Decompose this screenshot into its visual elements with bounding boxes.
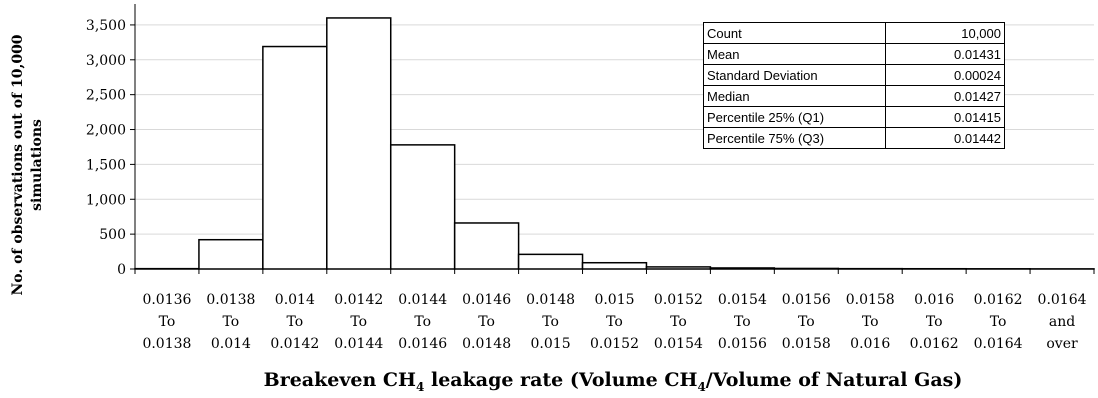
stats-value: 0.01415 (885, 106, 1005, 128)
histogram-bar (262, 45, 328, 270)
histogram-bar (326, 17, 392, 270)
x-tick-label-from: 0.0158 (846, 292, 895, 308)
x-tick-label-to: 0.0154 (654, 336, 703, 352)
bars (134, 17, 1095, 270)
x-tick-label-from: 0.014 (275, 292, 315, 308)
stats-value: 10,000 (885, 22, 1005, 44)
x-tick-label-from: 0.0154 (718, 292, 767, 308)
stats-label: Standard Deviation (703, 64, 886, 86)
x-tick-label-connector: To (926, 314, 943, 330)
stats-value: 0.01442 (885, 127, 1005, 149)
y-axis-title-line2: simulations (29, 119, 45, 211)
x-tick-label-from: 0.0152 (654, 292, 703, 308)
stats-row: Median 0.01427 (703, 85, 1005, 107)
y-tick-label: 2,000 (86, 123, 126, 139)
y-tick-label: 500 (99, 227, 126, 243)
x-tick-label-to: 0.0158 (782, 336, 831, 352)
y-tick-label: 0 (117, 262, 126, 278)
axes (134, 4, 1094, 270)
histogram-bar (389, 144, 456, 270)
y-tick-label: 3,000 (86, 53, 126, 69)
histogram-bar (517, 253, 584, 270)
x-tick-label-to: 0.0164 (974, 336, 1023, 352)
stats-label: Mean (703, 43, 886, 65)
summary-stats-table: Count 10,000 Mean 0.01431 Standard Deviation… (703, 22, 1005, 149)
x-tick-label-to: 0.014 (211, 336, 251, 352)
x-tick-label-to: 0.0142 (270, 336, 319, 352)
x-tick-label-connector: To (286, 314, 303, 330)
x-tick-label-connector: To (606, 314, 623, 330)
x-tick-label-from: 0.0144 (398, 292, 447, 308)
histogram-bar (453, 222, 520, 270)
x-tick-label-to: 0.0138 (142, 336, 191, 352)
x-tick-label-connector: To (990, 314, 1007, 330)
stats-value: 0.00024 (885, 64, 1005, 86)
y-tick-label: 1,500 (86, 157, 126, 173)
x-tick-label-to: 0.0144 (334, 336, 383, 352)
x-tick-label-connector: To (223, 314, 240, 330)
x-tick-label-from: 0.015 (594, 292, 634, 308)
x-tick-label-connector: and (1049, 314, 1075, 330)
x-tick-label-from: 0.0138 (206, 292, 255, 308)
x-tick-label-to: 0.0152 (590, 336, 639, 352)
stats-label: Median (703, 85, 886, 107)
x-tick-label-to: 0.0156 (718, 336, 767, 352)
x-tick-label-to: 0.0148 (462, 336, 511, 352)
stats-label: Count (703, 22, 886, 44)
x-tick-label-connector: To (798, 314, 815, 330)
stats-label: Percentile 75% (Q3) (703, 127, 886, 149)
x-tick-label-connector: To (670, 314, 687, 330)
y-tick-label: 3,500 (86, 18, 126, 34)
x-tick-label-connector: To (350, 314, 367, 330)
stats-row: Percentile 25% (Q1) 0.01415 (703, 106, 1005, 128)
histogram-bar (198, 238, 264, 270)
x-tick-label-from: 0.016 (914, 292, 954, 308)
x-tick-label-connector: To (862, 314, 879, 330)
x-tick-label-to: 0.0146 (398, 336, 447, 352)
x-tick-label-from: 0.0146 (462, 292, 511, 308)
y-tick-label: 1,000 (86, 192, 126, 208)
x-tick-label-to: over (1046, 336, 1078, 352)
y-axis-title: No. of observations out of 10,000 simula… (10, 34, 45, 295)
histogram-bar (581, 261, 648, 270)
x-tick-label-connector: To (734, 314, 751, 330)
stats-label: Percentile 25% (Q1) (703, 106, 886, 128)
stats-row: Count 10,000 (703, 22, 1005, 44)
x-tick-label-connector: To (478, 314, 495, 330)
x-tick-label-from: 0.0164 (1038, 292, 1087, 308)
x-tick-label-to: 0.015 (531, 336, 571, 352)
stats-row: Percentile 75% (Q3) 0.01442 (703, 127, 1005, 149)
y-tick-label: 2,500 (86, 88, 126, 104)
x-tick-label-connector: To (159, 314, 176, 330)
x-tick-label-from: 0.0142 (334, 292, 383, 308)
y-tick-labels: 0 500 1,000 1,500 2,000 2,500 3,000 3,500 (86, 18, 135, 278)
x-tick-label-to: 0.016 (850, 336, 890, 352)
x-tick-label-from: 0.0148 (526, 292, 575, 308)
x-tick-label-connector: To (414, 314, 431, 330)
stats-value: 0.01427 (885, 85, 1005, 107)
x-tick-label-from: 0.0156 (782, 292, 831, 308)
x-tick-label-connector: To (542, 314, 559, 330)
x-tick-label-to: 0.0162 (910, 336, 959, 352)
stats-row: Standard Deviation 0.00024 (703, 64, 1005, 86)
x-tick-label-from: 0.0136 (142, 292, 191, 308)
y-axis-title-line1: No. of observations out of 10,000 (10, 34, 26, 295)
stats-value: 0.01431 (885, 43, 1005, 65)
x-tick-label-from: 0.0162 (974, 292, 1023, 308)
x-tick-labels: 0.0136 To 0.0138 0.0138 To 0.014 0.014 To 0.0142… (134, 269, 1095, 352)
x-axis-title: Breakeven CH4 leakage rate (Volume CH4/V… (264, 369, 963, 394)
stats-row: Mean 0.01431 (703, 43, 1005, 65)
